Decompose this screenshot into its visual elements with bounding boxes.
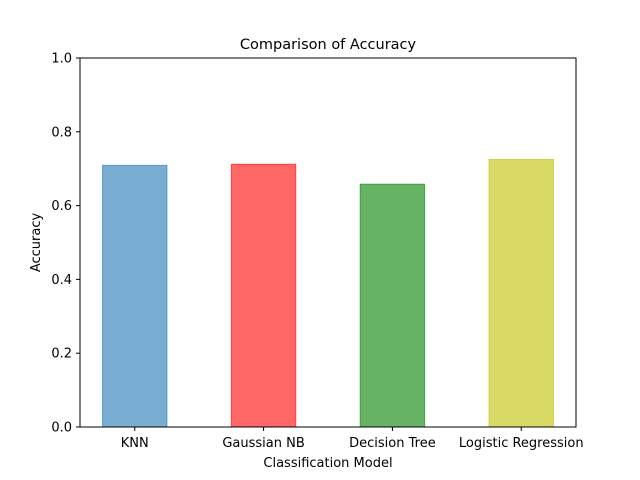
bar-logistic-regression [488, 158, 554, 428]
y-tick-label: 0.6 [51, 199, 72, 214]
bar-decision-tree [359, 183, 426, 428]
y-axis-ticks: 0.0 0.2 0.4 0.6 0.8 1.0 [51, 52, 80, 436]
x-tick-label: Decision Tree [349, 436, 436, 451]
bars-group [102, 158, 554, 428]
x-tick-label: KNN [121, 436, 149, 451]
bar-gaussian-nb [230, 163, 297, 428]
plot-frame [79, 57, 577, 428]
x-tick-label: Logistic Regression [459, 436, 584, 451]
y-tick-label: 0.0 [51, 421, 72, 436]
x-tick-label: Gaussian NB [222, 436, 304, 451]
x-axis-label: Classification Model [263, 456, 392, 471]
x-axis-ticks: KNN Gaussian NB Decision Tree Logistic Regr… [121, 427, 584, 451]
y-tick-label: 0.4 [51, 273, 72, 288]
y-tick-label: 0.8 [51, 125, 72, 140]
y-tick-label: 0.2 [51, 347, 72, 362]
y-axis-label: Accuracy [29, 213, 44, 273]
y-tick-label: 1.0 [51, 52, 72, 67]
bar-knn [102, 164, 168, 428]
chart-title: Comparison of Accuracy [240, 37, 417, 53]
